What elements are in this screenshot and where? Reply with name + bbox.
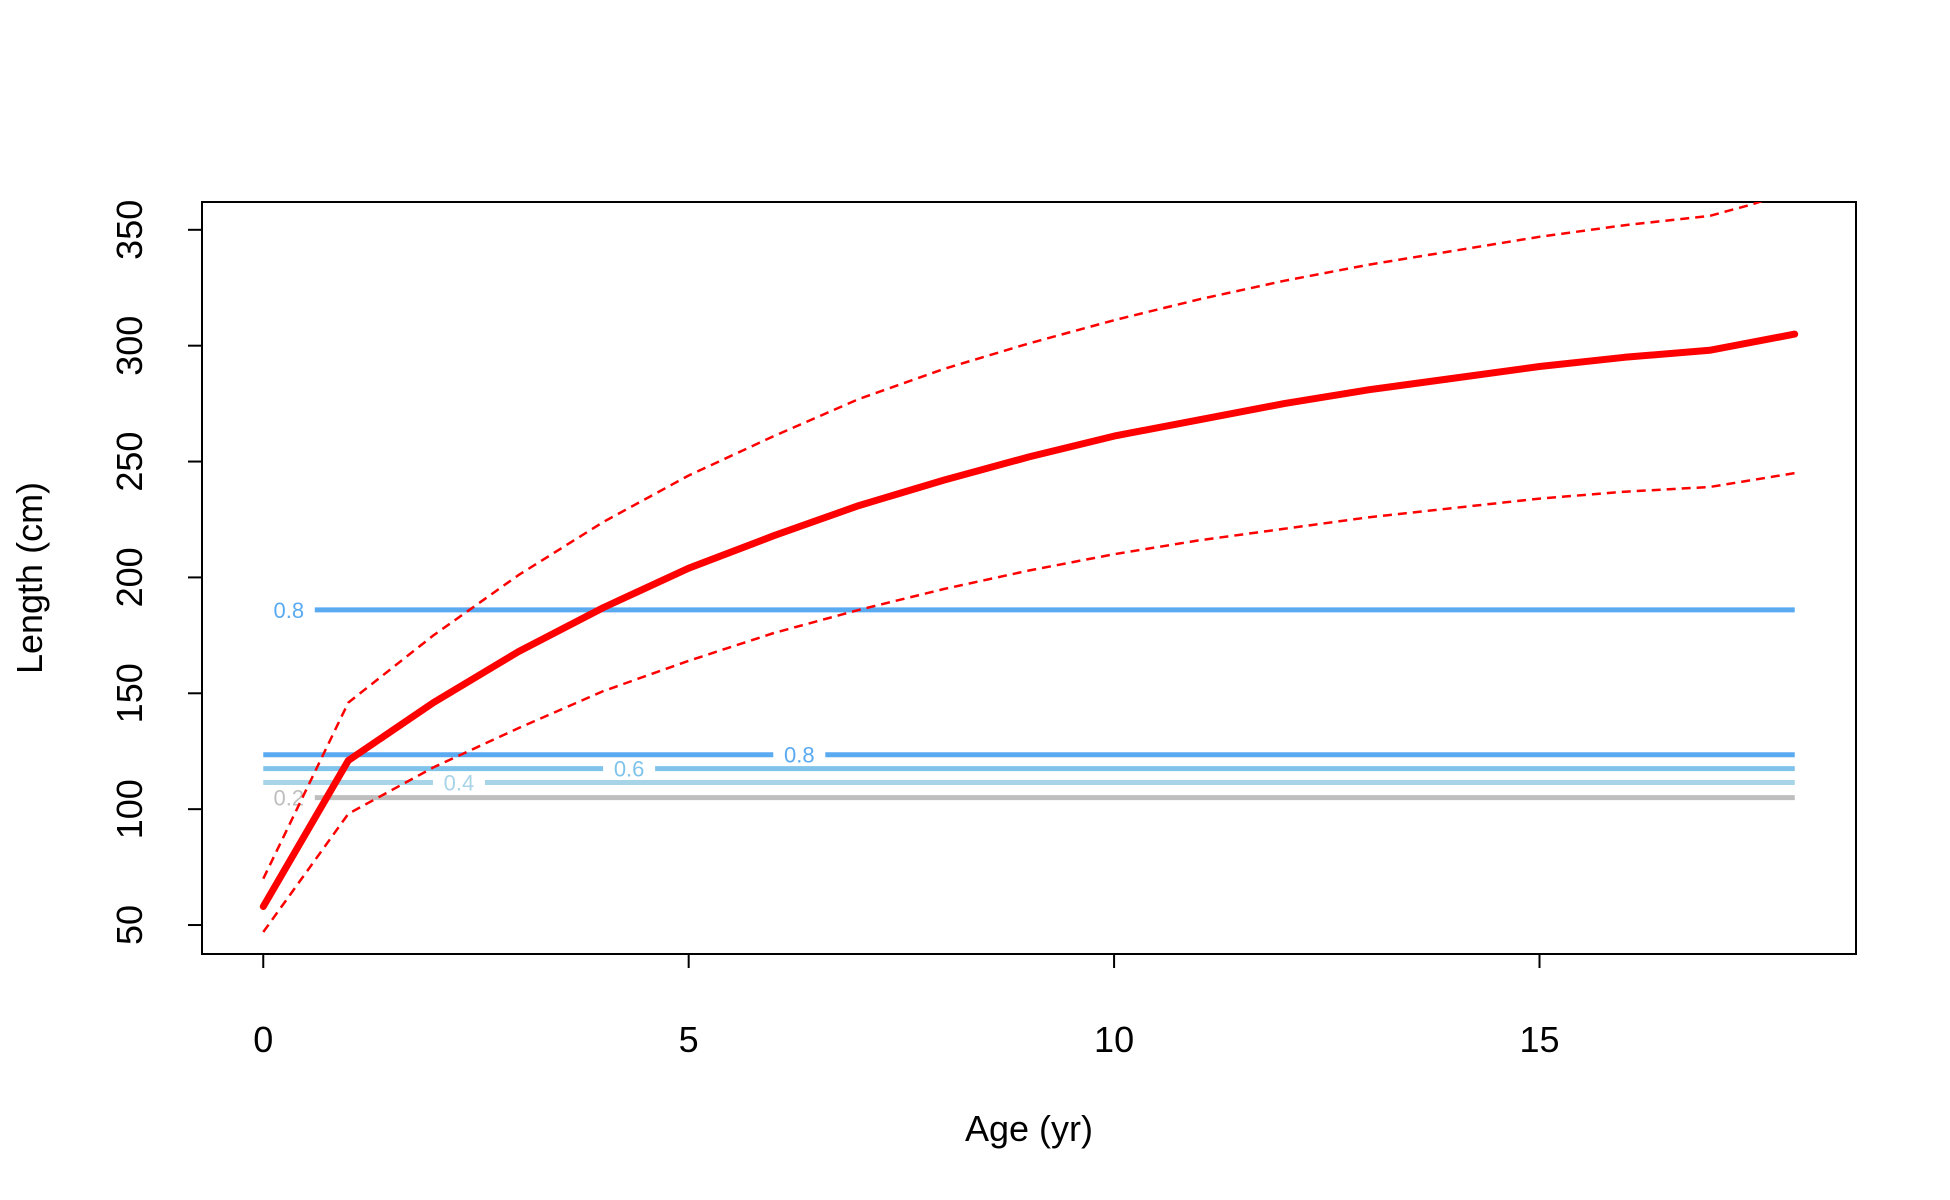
contour-label: 0.8 xyxy=(273,598,304,623)
y-tick-label: 300 xyxy=(109,316,150,376)
series-lower-line xyxy=(262,471,1795,933)
y-tick-label: 100 xyxy=(109,779,150,839)
contour-label: 0.8 xyxy=(784,743,815,768)
x-tick-label: 15 xyxy=(1519,1019,1559,1060)
contour-lines: 0.8 0.8 0.6 0.4 0.2 xyxy=(263,598,1795,811)
y-tick-label: 50 xyxy=(109,905,150,945)
x-axis: 0 5 10 15 xyxy=(253,953,1560,1060)
contour-label: 0.4 xyxy=(444,771,475,796)
contour-label: 0.6 xyxy=(614,757,645,782)
series-lines xyxy=(259,202,1799,933)
y-tick-label: 150 xyxy=(109,663,150,723)
contour-label: 0.2 xyxy=(273,786,304,811)
x-tick-label: 0 xyxy=(253,1019,273,1060)
plot-area xyxy=(201,201,1857,955)
series-upper-line xyxy=(262,202,1764,880)
y-axis: 50 100 150 200 250 300 350 xyxy=(109,200,203,945)
y-tick-label: 350 xyxy=(109,200,150,260)
y-tick-label: 200 xyxy=(109,547,150,607)
series-mean-line xyxy=(259,330,1799,910)
x-tick-label: 5 xyxy=(679,1019,699,1060)
x-tick-label: 10 xyxy=(1094,1019,1134,1060)
y-axis-label: Length (cm) xyxy=(9,482,50,674)
x-axis-label: Age (yr) xyxy=(965,1108,1093,1149)
y-tick-label: 250 xyxy=(109,432,150,492)
